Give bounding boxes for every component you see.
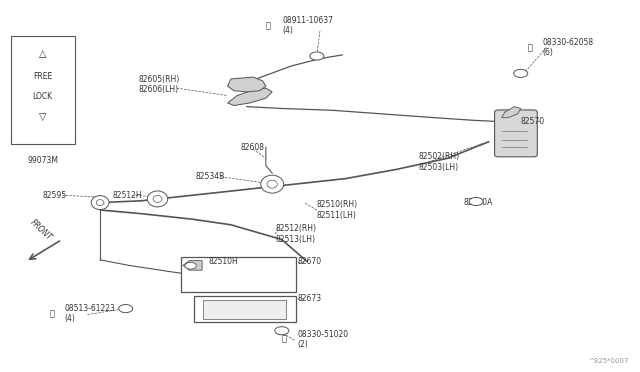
Ellipse shape <box>260 175 284 193</box>
Circle shape <box>514 69 528 77</box>
Polygon shape <box>183 260 202 270</box>
Ellipse shape <box>92 196 109 209</box>
Text: Ⓢ: Ⓢ <box>49 309 54 318</box>
Circle shape <box>275 327 289 335</box>
FancyBboxPatch shape <box>181 257 296 292</box>
Text: 82502(RH)
82503(LH): 82502(RH) 82503(LH) <box>419 152 460 172</box>
Text: 82570: 82570 <box>521 117 545 126</box>
Text: 82605(RH)
82606(LH): 82605(RH) 82606(LH) <box>138 75 180 94</box>
Text: 82570A: 82570A <box>463 198 493 207</box>
FancyBboxPatch shape <box>195 296 296 321</box>
Text: 08911-10637
(4): 08911-10637 (4) <box>282 16 333 35</box>
Text: FRONT: FRONT <box>28 218 54 242</box>
Text: 99073M: 99073M <box>28 157 58 166</box>
FancyBboxPatch shape <box>11 36 75 144</box>
FancyBboxPatch shape <box>495 110 538 157</box>
Circle shape <box>185 262 196 269</box>
Ellipse shape <box>267 180 277 188</box>
Text: Ⓢ: Ⓢ <box>527 43 532 52</box>
Circle shape <box>118 305 132 312</box>
Text: ▽: ▽ <box>39 112 47 122</box>
Text: Ⓢ: Ⓢ <box>282 335 287 344</box>
Polygon shape <box>502 107 521 118</box>
Text: 82510H: 82510H <box>209 257 238 266</box>
Text: ^825*0007: ^825*0007 <box>589 358 629 364</box>
Polygon shape <box>228 88 272 106</box>
Circle shape <box>469 198 483 206</box>
Text: 08330-51020
(2): 08330-51020 (2) <box>297 330 348 349</box>
Ellipse shape <box>147 191 168 207</box>
FancyBboxPatch shape <box>204 300 286 318</box>
Text: 82595: 82595 <box>43 191 67 200</box>
Text: 08513-61223
(4): 08513-61223 (4) <box>65 304 115 323</box>
Text: 82512(RH)
82513(LH): 82512(RH) 82513(LH) <box>275 224 316 244</box>
Text: 82673: 82673 <box>298 294 322 303</box>
Text: Ⓝ: Ⓝ <box>266 21 271 30</box>
Text: 82510(RH)
82511(LH): 82510(RH) 82511(LH) <box>317 200 358 220</box>
Text: LOCK: LOCK <box>33 92 53 101</box>
Text: 82608: 82608 <box>241 143 264 152</box>
Text: 82534B: 82534B <box>196 172 225 181</box>
Text: 08330-62058
(6): 08330-62058 (6) <box>542 38 593 57</box>
Ellipse shape <box>153 195 162 202</box>
Text: 82670: 82670 <box>298 257 322 266</box>
Text: 82512H: 82512H <box>113 191 143 200</box>
Polygon shape <box>228 77 266 92</box>
Circle shape <box>310 52 324 60</box>
Text: △: △ <box>39 49 47 60</box>
Text: FREE: FREE <box>33 71 52 81</box>
Ellipse shape <box>97 200 104 206</box>
